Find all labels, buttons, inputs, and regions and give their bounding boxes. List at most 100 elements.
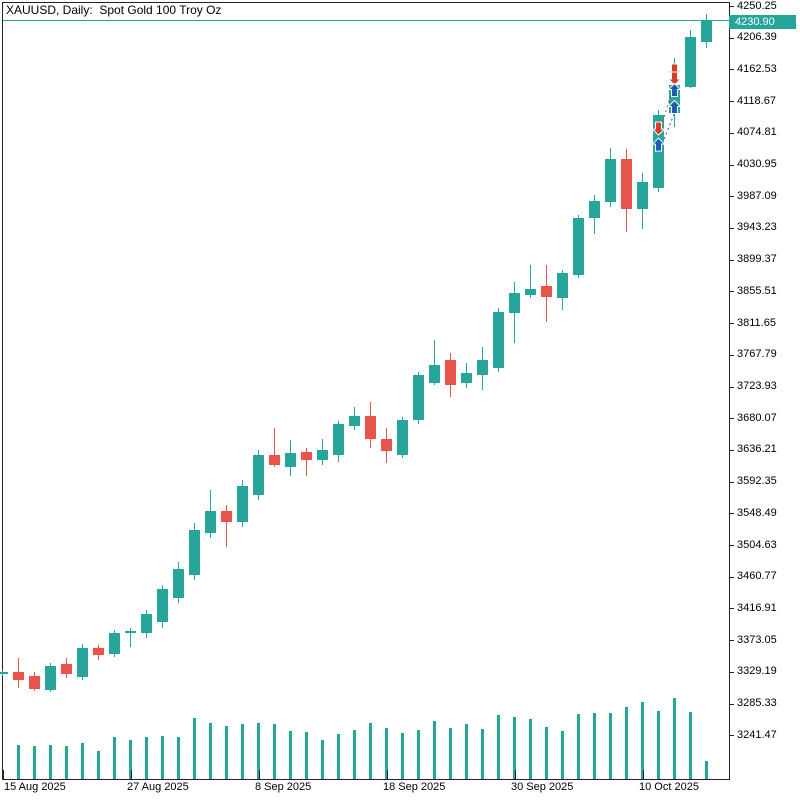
- volume-bar: [545, 727, 548, 779]
- volume-bar: [81, 743, 84, 779]
- volume-bar: [145, 737, 148, 779]
- volume-bar: [273, 724, 276, 779]
- volume-bar: [465, 724, 468, 779]
- price-tick: [729, 450, 734, 451]
- price-tick-label: 3899.37: [737, 253, 777, 265]
- volume-bar: [689, 712, 692, 779]
- date-tick-label: 18 Sep 2025: [383, 781, 446, 793]
- chart-border-left: [2, 2, 3, 780]
- price-tick: [729, 513, 734, 514]
- date-tick-label: 10 Oct 2025: [639, 781, 699, 793]
- date-axis[interactable]: [0, 760, 800, 800]
- candle-body-bull: [525, 289, 536, 296]
- volume-bar: [161, 736, 164, 779]
- chart-border-top: [2, 2, 730, 3]
- candle-body-bear: [269, 455, 280, 466]
- price-tick: [729, 418, 734, 419]
- volume-bar: [49, 745, 52, 779]
- price-tick-label: 3460.77: [737, 570, 777, 582]
- date-tick-label: 15 Aug 2025: [4, 781, 66, 793]
- volume-bar: [641, 702, 644, 779]
- price-tick: [729, 323, 734, 324]
- candle-body-bear: [13, 672, 24, 681]
- volume-bar: [353, 730, 356, 779]
- candle-body-bull: [125, 631, 136, 633]
- candle-body-bear: [29, 676, 40, 690]
- candle-body-bull: [461, 373, 472, 384]
- volume-bar: [449, 728, 452, 779]
- volume-bar: [305, 732, 308, 779]
- candle-body-bull: [605, 159, 616, 203]
- candle-body-bull: [349, 416, 360, 427]
- price-tick-label: 3767.79: [737, 348, 777, 360]
- price-tick: [729, 260, 734, 261]
- candle-body-bull: [205, 511, 216, 534]
- candle-body-bull: [701, 19, 712, 43]
- candle-body-bull: [333, 424, 344, 456]
- price-tick: [729, 228, 734, 229]
- price-tick: [729, 545, 734, 546]
- date-tick-label: 8 Sep 2025: [255, 781, 312, 793]
- price-tick: [729, 577, 734, 578]
- price-tick-label: 3241.47: [737, 729, 777, 741]
- price-tick-label: 4250.25: [737, 0, 777, 12]
- price-tick: [729, 196, 734, 197]
- chart-title-label: XAUUSD, Daily: Spot Gold 100 Troy Oz: [6, 3, 222, 17]
- date-tick: [643, 770, 644, 779]
- price-tick-label: 3548.49: [737, 507, 777, 519]
- price-tick: [729, 291, 734, 292]
- volume-bar: [513, 717, 516, 779]
- candle-body-bull: [173, 569, 184, 599]
- candle-body-bear: [61, 664, 72, 675]
- volume-bar: [225, 726, 228, 779]
- volume-bar: [321, 740, 324, 779]
- candle-wick: [226, 505, 227, 548]
- candle-body-bull: [429, 365, 440, 384]
- current-price-badge: 4230.90: [729, 15, 796, 29]
- price-tick: [729, 640, 734, 641]
- candle-body-bull: [589, 201, 600, 219]
- volume-bar: [481, 729, 484, 779]
- volume-bar: [177, 737, 180, 779]
- price-tick: [729, 355, 734, 356]
- volume-bar: [193, 718, 196, 779]
- volume-bar: [113, 737, 116, 779]
- price-tick-label: 3987.09: [737, 190, 777, 202]
- candle-wick: [130, 628, 131, 648]
- candle-body-bull: [397, 420, 408, 456]
- volume-bar: [561, 731, 564, 779]
- volume-bar: [241, 724, 244, 779]
- candle-body-bear: [301, 452, 312, 461]
- volume-bar: [609, 713, 612, 779]
- date-tick: [515, 770, 516, 779]
- volume-bar: [97, 751, 100, 779]
- price-tick: [729, 38, 734, 39]
- chart-border-bottom: [2, 779, 730, 780]
- candle-body-bear: [445, 360, 456, 386]
- volume-bar: [129, 740, 132, 779]
- date-tick-label: 27 Aug 2025: [127, 781, 189, 793]
- price-tick-label: 4074.81: [737, 126, 777, 138]
- candle-body-bear: [221, 511, 232, 523]
- price-axis-line: [729, 2, 730, 780]
- candle-wick: [434, 340, 435, 386]
- price-tick: [729, 101, 734, 102]
- price-tick-label: 3285.33: [737, 697, 777, 709]
- candle-body-bull: [109, 633, 120, 655]
- candle-body-bear: [93, 648, 104, 656]
- candle-body-bull: [669, 85, 680, 114]
- candle-body-bull: [413, 375, 424, 421]
- current-price-line: [3, 20, 729, 21]
- price-tick: [729, 608, 734, 609]
- candle-body-bull: [557, 273, 568, 299]
- date-tick: [131, 770, 132, 779]
- date-tick: [387, 770, 388, 779]
- candle-body-bull: [157, 589, 168, 623]
- volume-bar: [529, 719, 532, 779]
- volume-bar: [593, 713, 596, 779]
- price-tick-label: 3373.05: [737, 634, 777, 646]
- volume-bar: [385, 728, 388, 779]
- price-tick-label: 3943.23: [737, 221, 777, 233]
